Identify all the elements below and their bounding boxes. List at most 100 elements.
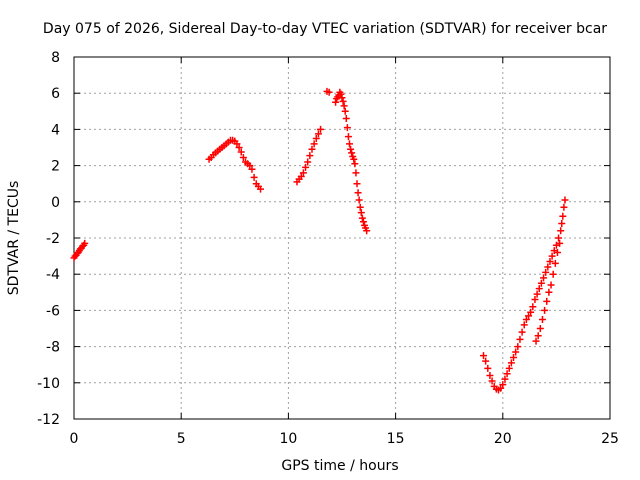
data-point <box>557 227 565 235</box>
data-point <box>350 155 358 163</box>
data-point <box>532 337 540 345</box>
data-point <box>518 328 526 336</box>
x-tick-label: 10 <box>279 431 297 447</box>
series-arc-4 <box>323 87 371 235</box>
data-point <box>257 185 265 193</box>
data-point <box>343 124 351 132</box>
data-point <box>355 196 363 204</box>
x-tick-label: 5 <box>177 431 186 447</box>
data-point <box>560 203 568 211</box>
data-point <box>235 144 243 151</box>
data-point <box>337 90 345 98</box>
series-arc-1 <box>70 239 89 262</box>
data-point <box>354 189 362 197</box>
data-point <box>302 163 310 171</box>
series-arc-3 <box>293 125 325 186</box>
data-point <box>510 353 518 361</box>
y-tick-label: 6 <box>51 86 60 102</box>
x-tick-label: 15 <box>387 431 405 447</box>
data-point <box>344 133 352 141</box>
data-point <box>304 158 312 166</box>
data-point <box>233 140 241 148</box>
data-point <box>559 212 567 220</box>
series-arc-2 <box>205 136 265 193</box>
x-axis-label: GPS time / hours <box>281 458 398 474</box>
data-point <box>503 370 511 378</box>
y-tick-label: -12 <box>37 412 60 428</box>
data-point <box>314 130 322 138</box>
data-points <box>70 87 569 394</box>
x-tick-label: 0 <box>70 431 79 447</box>
data-point <box>553 248 561 256</box>
data-point <box>332 98 340 106</box>
data-point <box>250 173 258 181</box>
data-point <box>359 218 367 226</box>
data-point <box>488 377 496 385</box>
data-point <box>308 145 316 153</box>
data-point <box>348 149 356 157</box>
data-point <box>540 274 548 282</box>
data-point <box>547 281 555 289</box>
data-point <box>522 315 530 323</box>
y-axis-label: SDTVAR / TECUs <box>6 181 22 296</box>
data-point <box>548 252 556 260</box>
data-point <box>484 364 492 372</box>
y-tick-label: -4 <box>46 267 60 283</box>
data-point <box>339 97 347 105</box>
series-arc-5 <box>480 196 569 394</box>
data-point <box>317 125 325 133</box>
y-tick-label: 0 <box>51 195 60 211</box>
data-point <box>81 239 89 247</box>
data-point <box>536 325 544 332</box>
data-point <box>486 372 494 380</box>
data-point <box>529 303 537 311</box>
y-tick-label: 2 <box>51 159 60 175</box>
data-point <box>561 196 569 204</box>
y-tick-label: -10 <box>37 376 60 392</box>
y-tick-label: -2 <box>46 231 60 247</box>
y-tick-label: 4 <box>51 122 60 138</box>
data-point <box>542 268 550 276</box>
data-point <box>480 352 488 360</box>
y-tick-label: 8 <box>51 50 60 66</box>
data-point <box>358 214 366 222</box>
data-point <box>538 315 546 323</box>
data-point <box>541 306 549 314</box>
chart-title: Day 075 of 2026, Sidereal Day-to-day VTE… <box>43 21 607 37</box>
data-point <box>482 357 490 365</box>
data-point <box>239 153 247 161</box>
data-point <box>297 172 305 180</box>
data-point <box>357 209 365 217</box>
data-point <box>514 343 522 351</box>
data-point <box>545 288 553 296</box>
data-point <box>346 140 354 148</box>
data-point <box>363 227 371 235</box>
y-tick-label: -8 <box>46 340 60 356</box>
data-point <box>310 140 318 148</box>
data-point <box>351 160 359 168</box>
data-point <box>347 145 355 153</box>
data-point <box>531 296 539 304</box>
data-point <box>535 285 543 293</box>
data-point <box>338 94 346 102</box>
data-point <box>549 270 557 278</box>
data-point <box>306 152 314 160</box>
data-point <box>533 290 541 298</box>
data-point <box>356 203 364 211</box>
data-point <box>556 239 564 247</box>
data-point <box>248 165 256 173</box>
data-point <box>546 258 554 266</box>
data-point <box>501 375 509 383</box>
data-point <box>520 321 528 329</box>
data-point <box>497 384 505 392</box>
data-point <box>544 263 552 271</box>
data-point <box>353 180 361 188</box>
data-point <box>537 279 545 287</box>
data-point <box>543 297 551 305</box>
data-point <box>246 162 254 170</box>
data-point <box>352 169 360 177</box>
data-point <box>558 220 566 228</box>
data-point <box>534 332 542 340</box>
data-point <box>499 381 507 389</box>
